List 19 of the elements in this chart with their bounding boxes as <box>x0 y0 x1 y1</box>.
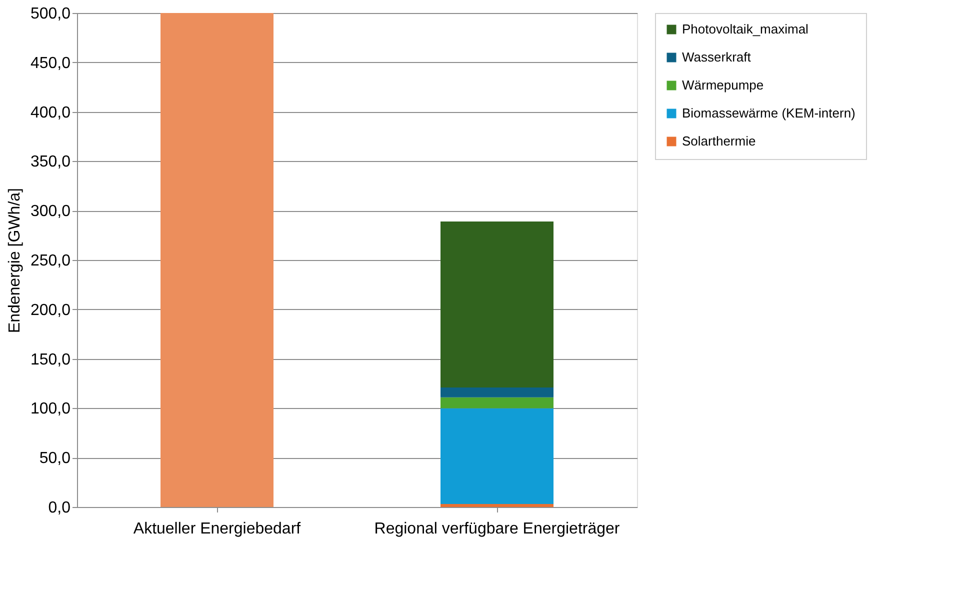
y-tick-label: 100,0 <box>30 400 71 418</box>
y-tick-label: 350,0 <box>30 154 71 171</box>
legend-label: Wasserkraft <box>682 50 752 64</box>
y-tick-label: 450,0 <box>30 54 71 72</box>
y-tick-label: 150,0 <box>30 351 71 368</box>
y-axis-title: Endenergie [GWh/a] <box>6 188 24 333</box>
y-tick-label: 400,0 <box>30 104 71 122</box>
legend-label: Wärmepumpe <box>682 78 764 92</box>
x-tick-label: Aktueller Energiebedarf <box>133 520 302 538</box>
y-tick-label: 300,0 <box>30 203 71 220</box>
y-tick-label: 0,0 <box>48 500 71 516</box>
y-tick-label: 250,0 <box>30 252 71 270</box>
y-tick-label: 50,0 <box>39 450 71 468</box>
legend-label: Photovoltaik_maximal <box>682 22 809 36</box>
x-tick-label: Regional verfügbare Energieträger <box>374 520 620 538</box>
legend-label: Solarthermie <box>682 134 756 148</box>
y-tick-label: 500,0 <box>30 6 71 22</box>
legend-label: Biomassewärme (KEM-intern) <box>682 106 856 120</box>
y-tick-label: 200,0 <box>30 302 71 319</box>
